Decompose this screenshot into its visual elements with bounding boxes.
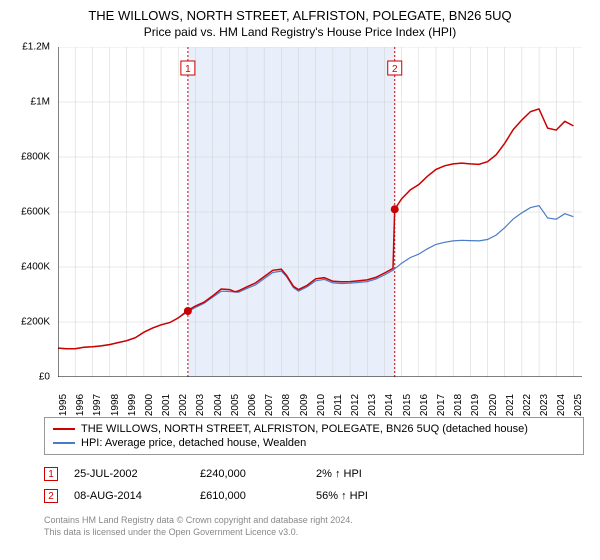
x-tick-label: 2001: [161, 394, 172, 416]
y-tick-label: £600K: [21, 207, 50, 218]
x-tick-label: 2015: [402, 394, 413, 416]
x-tick-label: 2023: [539, 394, 550, 416]
x-tick-label: 2004: [213, 394, 224, 416]
legend-swatch: [53, 428, 75, 430]
y-tick-label: £0: [39, 372, 50, 383]
y-axis: £0£200K£400K£600K£800K£1M£1.2M: [10, 47, 54, 377]
chart-container: THE WILLOWS, NORTH STREET, ALFRISTON, PO…: [0, 0, 600, 542]
x-tick-label: 2019: [470, 394, 481, 416]
event-row: 2 08-AUG-2014 £610,000 56% ↑ HPI: [44, 485, 584, 507]
x-tick-label: 2002: [178, 394, 189, 416]
svg-text:1: 1: [185, 64, 191, 75]
x-tick-label: 2025: [573, 394, 584, 416]
y-tick-label: £400K: [21, 262, 50, 273]
legend-row: THE WILLOWS, NORTH STREET, ALFRISTON, PO…: [53, 422, 575, 436]
x-tick-label: 2010: [316, 394, 327, 416]
x-tick-label: 2024: [556, 394, 567, 416]
events-table: 1 25-JUL-2002 £240,000 2% ↑ HPI 2 08-AUG-2014…: [44, 463, 584, 507]
x-tick-label: 2012: [350, 394, 361, 416]
svg-text:2: 2: [392, 64, 398, 75]
chart-subtitle: Price paid vs. HM Land Registry's House …: [10, 25, 590, 39]
chart-title: THE WILLOWS, NORTH STREET, ALFRISTON, PO…: [10, 8, 590, 23]
event-price: £610,000: [200, 490, 300, 502]
event-row: 1 25-JUL-2002 £240,000 2% ↑ HPI: [44, 463, 584, 485]
x-tick-label: 2000: [144, 394, 155, 416]
footer-line1: Contains HM Land Registry data © Crown c…: [44, 515, 584, 527]
y-tick-label: £200K: [21, 317, 50, 328]
event-price: £240,000: [200, 468, 300, 480]
y-tick-label: £1M: [31, 97, 50, 108]
x-tick-label: 1995: [58, 394, 69, 416]
footer-attribution: Contains HM Land Registry data © Crown c…: [44, 515, 584, 538]
event-date: 08-AUG-2014: [74, 490, 184, 502]
x-axis: 1995199619971998199920002001200220032004…: [58, 377, 582, 411]
x-tick-label: 1998: [110, 394, 121, 416]
x-tick-label: 1997: [92, 394, 103, 416]
x-tick-label: 2016: [419, 394, 430, 416]
line-chart: 12: [58, 47, 582, 377]
x-tick-label: 2009: [299, 394, 310, 416]
event-vs-hpi: 2% ↑ HPI: [316, 468, 436, 480]
x-tick-label: 2018: [453, 394, 464, 416]
event-vs-hpi: 56% ↑ HPI: [316, 490, 436, 502]
x-tick-label: 2008: [281, 394, 292, 416]
x-tick-label: 2013: [367, 394, 378, 416]
x-tick-label: 2007: [264, 394, 275, 416]
legend: THE WILLOWS, NORTH STREET, ALFRISTON, PO…: [44, 417, 584, 455]
event-marker: 2: [44, 489, 58, 503]
x-tick-label: 2006: [247, 394, 258, 416]
x-tick-label: 2021: [505, 394, 516, 416]
legend-row: HPI: Average price, detached house, Weal…: [53, 436, 575, 450]
x-tick-label: 2005: [230, 394, 241, 416]
event-date: 25-JUL-2002: [74, 468, 184, 480]
x-tick-label: 1996: [75, 394, 86, 416]
y-tick-label: £1.2M: [22, 42, 50, 53]
y-tick-label: £800K: [21, 152, 50, 163]
plot-area: £0£200K£400K£600K£800K£1M£1.2M 12: [58, 47, 582, 377]
footer-line2: This data is licensed under the Open Gov…: [44, 527, 584, 539]
x-tick-label: 2020: [488, 394, 499, 416]
legend-label: HPI: Average price, detached house, Weal…: [81, 437, 306, 449]
x-tick-label: 2017: [436, 394, 447, 416]
x-tick-label: 2003: [195, 394, 206, 416]
event-marker: 1: [44, 467, 58, 481]
legend-swatch: [53, 442, 75, 444]
x-tick-label: 1999: [127, 394, 138, 416]
x-tick-label: 2022: [522, 394, 533, 416]
legend-label: THE WILLOWS, NORTH STREET, ALFRISTON, PO…: [81, 423, 528, 435]
x-tick-label: 2014: [384, 394, 395, 416]
x-tick-label: 2011: [333, 394, 344, 416]
